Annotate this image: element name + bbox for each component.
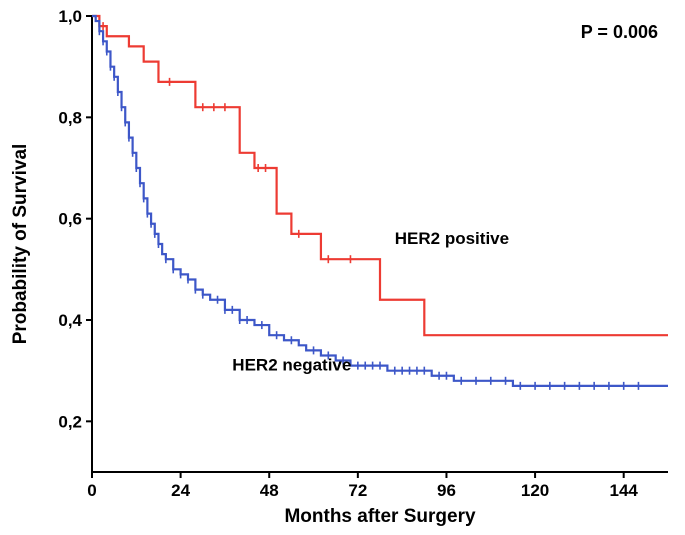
y-tick-label: 1,0 — [58, 7, 82, 26]
x-tick-label: 96 — [437, 481, 456, 500]
x-tick-label: 24 — [171, 481, 190, 500]
y-tick-label: 0,4 — [58, 311, 82, 330]
series-label: HER2 negative — [232, 356, 351, 375]
series-label: HER2 positive — [395, 229, 509, 248]
chart-svg: 0 24 48 72 96 120 144 0,2 0,4 0,6 0,8 1,0 Months aft… — [0, 0, 685, 535]
p-value-label: P = 0.006 — [581, 22, 658, 42]
survival-chart: 0 24 48 72 96 120 144 0,2 0,4 0,6 0,8 1,0 Months aft… — [0, 0, 685, 535]
y-axis-title: Probability of Survival — [10, 144, 31, 345]
x-tick-label: 72 — [348, 481, 367, 500]
y-tick-label: 0,6 — [58, 210, 82, 229]
x-tick-label: 120 — [521, 481, 549, 500]
x-tick-label: 0 — [87, 481, 96, 500]
x-tick-label: 48 — [260, 481, 279, 500]
x-tick-label: 144 — [610, 481, 639, 500]
y-tick-label: 0,2 — [58, 412, 82, 431]
y-tick-label: 0,8 — [58, 108, 82, 127]
x-axis-title: Months after Surgery — [284, 506, 476, 527]
